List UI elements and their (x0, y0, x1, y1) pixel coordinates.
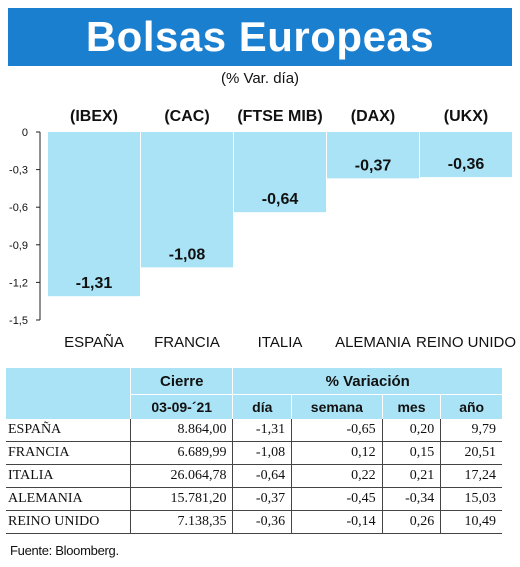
bar-value-label: -1,31 (76, 275, 113, 292)
cell-semana: -0,65 (291, 419, 383, 442)
cell-anio: 10,49 (440, 510, 502, 534)
table-row: ESPAÑA 8.864,00 -1,31 -0,65 0,20 9,79 (6, 419, 502, 442)
bar-chart: 0 -0,3 -0,6 -0,9 -1,2 -1,5 (IBEX) -1,31 ESPAÑA (C… (9, 108, 516, 351)
bar (141, 132, 233, 268)
category-label: ITALIA (258, 334, 303, 351)
cell-name: ALEMANIA (6, 487, 131, 511)
y-tick-label: -1,2 (9, 277, 28, 289)
bar-value-label: -0,36 (448, 156, 485, 173)
cell-anio: 17,24 (440, 464, 502, 488)
cell-semana: 0,22 (291, 464, 383, 488)
cell-anio: 15,03 (440, 487, 502, 511)
table-row: ALEMANIA 15.781,20 -0,37 -0,45 -0,34 15,03 (6, 487, 502, 511)
cell-dia: -0,36 (232, 510, 292, 534)
cell-mes: 0,26 (381, 510, 441, 534)
cell-cierre: 26.064,78 (129, 464, 233, 488)
cell-mes: -0,34 (381, 487, 441, 511)
source-note: Fuente: Bloomberg. (10, 543, 119, 558)
cell-semana: 0,12 (291, 441, 383, 465)
table-sub-header-row: 03-09-´21 día semana mes año (6, 394, 502, 419)
index-label: (CAC) (164, 108, 209, 125)
table-row: REINO UNIDO 7.138,35 -0,36 -0,14 0,26 10,49 (6, 510, 502, 534)
index-label: (UKX) (444, 108, 488, 125)
table-corner-cell (6, 368, 131, 395)
cell-cierre: 8.864,00 (129, 419, 233, 442)
category-label: ALEMANIA (335, 334, 411, 351)
cell-mes: 0,21 (381, 464, 441, 488)
table-corner-cell-2 (6, 394, 131, 419)
cell-cierre: 6.689,99 (129, 441, 233, 465)
header-cierre: Cierre (129, 368, 233, 395)
y-tick-label: -0,3 (9, 165, 28, 177)
bar-value-label: -0,64 (262, 191, 299, 208)
table-row: ITALIA 26.064,78 -0,64 0,22 0,21 17,24 (6, 464, 502, 488)
y-tick-label: 0 (22, 127, 28, 139)
category-label: FRANCIA (154, 334, 220, 351)
bar (420, 132, 512, 178)
table-group-header-row: Cierre % Variación (6, 368, 502, 395)
title-banner: Bolsas Europeas (8, 8, 512, 66)
header-anio: año (440, 394, 502, 419)
y-tick-label: -0,9 (9, 240, 28, 252)
index-label: (DAX) (351, 108, 395, 125)
cell-semana: -0,14 (291, 510, 383, 534)
header-mes: mes (381, 394, 441, 419)
index-label: (FTSE MIB) (237, 108, 322, 125)
bar (234, 132, 326, 213)
bar-value-label: -0,37 (355, 157, 392, 174)
header-semana: semana (291, 394, 383, 419)
market-table: Cierre % Variación 03-09-´21 día semana … (6, 368, 502, 534)
header-variacion: % Variación (232, 368, 502, 395)
bar (48, 132, 140, 297)
cell-anio: 9,79 (440, 419, 502, 442)
bar-value-label: -1,08 (169, 246, 206, 263)
bar (327, 132, 419, 179)
table-row: FRANCIA 6.689,99 -1,08 0,12 0,15 20,51 (6, 441, 502, 465)
cell-dia: -1,08 (232, 441, 292, 465)
category-label: REINO UNIDO (416, 334, 516, 351)
header-dia: día (232, 394, 292, 419)
cell-name: FRANCIA (6, 441, 131, 465)
cell-mes: 0,15 (381, 441, 441, 465)
cell-name: ESPAÑA (6, 419, 131, 442)
cell-anio: 20,51 (440, 441, 502, 465)
cell-name: REINO UNIDO (6, 510, 131, 534)
cell-cierre: 15.781,20 (129, 487, 233, 511)
cell-cierre: 7.138,35 (129, 510, 233, 534)
chart-subtitle: (% Var. día) (220, 70, 300, 87)
cell-dia: -0,37 (232, 487, 292, 511)
category-label: ESPAÑA (64, 334, 124, 351)
index-label: (IBEX) (70, 108, 118, 125)
cell-mes: 0,20 (381, 419, 441, 442)
cell-dia: -0,64 (232, 464, 292, 488)
chart-title: Bolsas Europeas (85, 13, 435, 60)
cell-dia: -1,31 (232, 419, 292, 442)
table-body: ESPAÑA 8.864,00 -1,31 -0,65 0,20 9,79 FRANCIA 6… (6, 419, 502, 534)
cell-semana: -0,45 (291, 487, 383, 511)
cell-name: ITALIA (6, 464, 131, 488)
y-tick-label: -0,6 (9, 202, 28, 214)
y-tick-label: -1,5 (9, 315, 28, 327)
header-date: 03-09-´21 (129, 394, 233, 419)
